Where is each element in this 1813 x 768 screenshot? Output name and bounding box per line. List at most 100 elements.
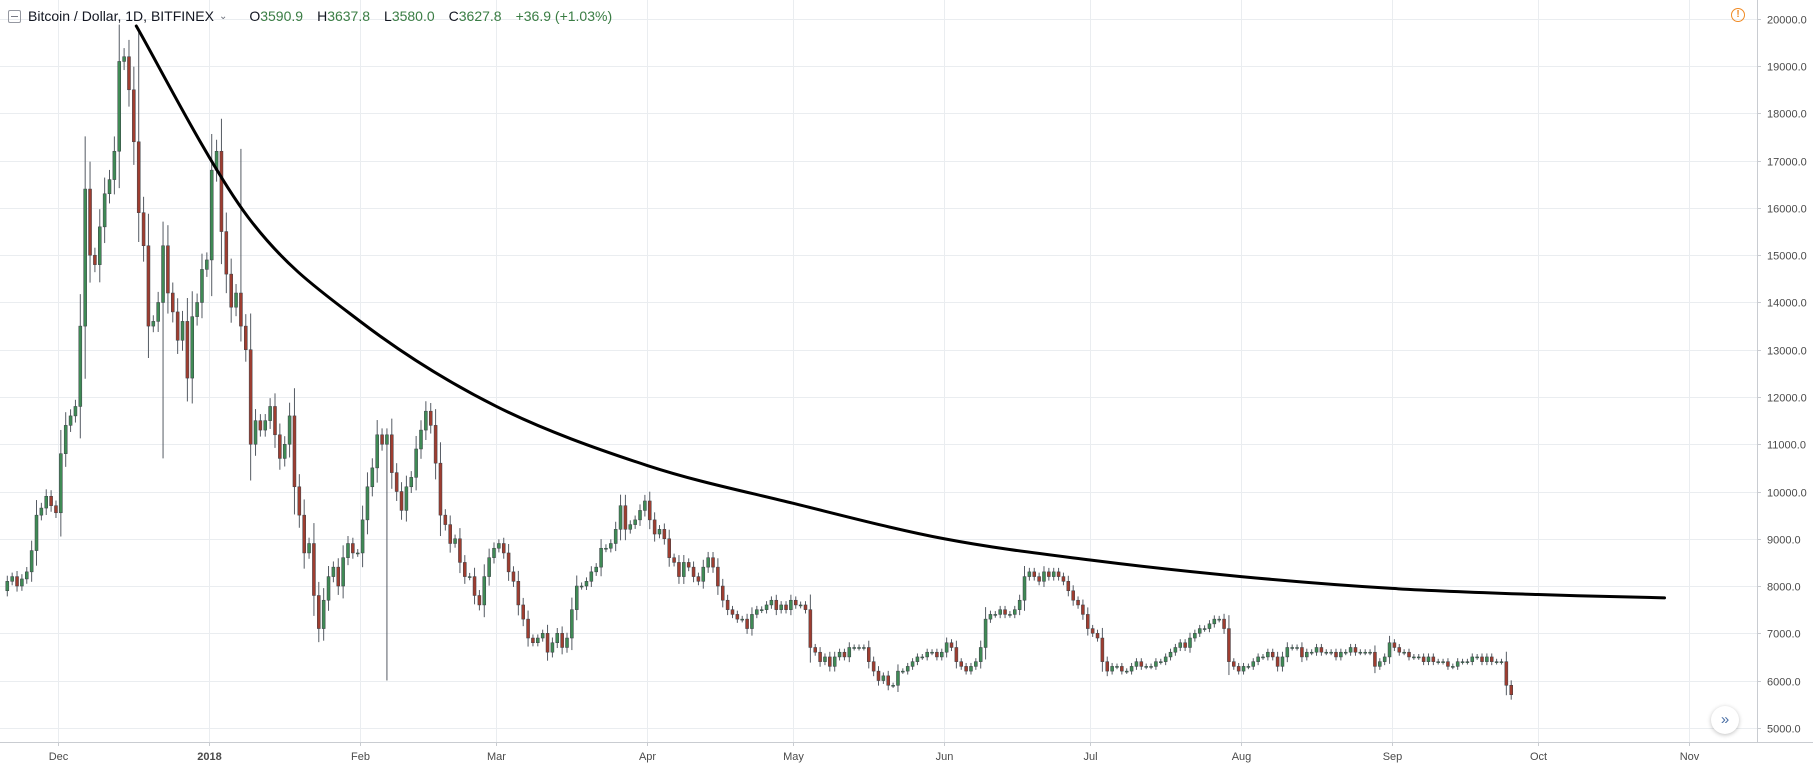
candle-body xyxy=(268,406,272,421)
price-tick-label: 17000.0 xyxy=(1767,157,1807,169)
candle xyxy=(925,648,929,661)
candle-body xyxy=(1285,647,1290,658)
candle xyxy=(1008,611,1012,618)
candle-body xyxy=(141,212,146,247)
candle xyxy=(1197,624,1202,637)
candle-body xyxy=(44,495,48,509)
candle xyxy=(5,575,10,597)
candle-body xyxy=(132,89,136,143)
candle xyxy=(273,393,277,448)
candle-body xyxy=(190,316,195,379)
candle xyxy=(1022,565,1027,611)
candle xyxy=(565,632,569,653)
candle xyxy=(531,634,535,647)
candle xyxy=(1154,658,1158,670)
candle xyxy=(998,605,1002,619)
candle-body xyxy=(1300,647,1304,658)
candle-body xyxy=(93,254,97,265)
candle-body xyxy=(1188,637,1192,648)
candle-body xyxy=(915,656,920,662)
candle xyxy=(317,581,321,643)
candle-body xyxy=(623,505,628,530)
candle xyxy=(555,628,560,649)
candle-body xyxy=(258,420,263,431)
candle xyxy=(59,429,63,537)
candle xyxy=(1421,653,1426,666)
candle-body xyxy=(764,604,769,610)
candle xyxy=(287,402,292,458)
candle xyxy=(1499,658,1504,665)
candle xyxy=(1275,651,1280,672)
chevron-down-icon[interactable]: ⌄ xyxy=(218,10,228,22)
candle xyxy=(1178,639,1183,652)
candle xyxy=(44,489,48,515)
candle-body xyxy=(823,656,827,662)
candle-body xyxy=(171,292,175,313)
candle xyxy=(1334,648,1338,661)
candle xyxy=(1402,649,1406,656)
candle-body xyxy=(1329,651,1333,654)
candle-body xyxy=(545,633,550,653)
candle-body xyxy=(1446,661,1450,667)
candle-body xyxy=(1261,656,1265,659)
candle-body xyxy=(944,642,949,653)
candle xyxy=(1032,567,1037,581)
candle xyxy=(1027,567,1032,581)
time-tick-label: Apr xyxy=(639,751,656,763)
double-chevron-right-icon[interactable]: » xyxy=(1711,706,1739,734)
candle-body xyxy=(1485,656,1489,662)
time-tick-label: Aug xyxy=(1232,751,1252,763)
candle xyxy=(39,502,44,521)
candle-body xyxy=(1061,576,1066,582)
candle-body xyxy=(667,538,671,558)
candle xyxy=(68,409,73,432)
candle xyxy=(297,474,302,528)
candle-body xyxy=(1207,623,1212,629)
candle xyxy=(1134,658,1139,670)
candle xyxy=(1090,624,1095,637)
candle xyxy=(832,651,837,672)
candle xyxy=(1071,585,1075,606)
candle xyxy=(1100,627,1105,672)
candle-body xyxy=(1480,656,1484,662)
candle xyxy=(983,607,988,660)
price-tick-label: 6000.0 xyxy=(1767,677,1801,689)
candle xyxy=(205,252,209,277)
candle xyxy=(1446,658,1450,670)
candle xyxy=(560,626,564,655)
candle xyxy=(969,662,973,675)
candle-body xyxy=(725,599,730,610)
candle-body xyxy=(1309,651,1314,654)
candle-body xyxy=(219,150,224,232)
candle xyxy=(696,572,701,586)
candle xyxy=(1051,567,1056,581)
candle xyxy=(321,588,326,641)
candle-body xyxy=(1120,666,1124,672)
candle-body xyxy=(1489,656,1494,662)
candle xyxy=(1251,658,1256,670)
candle-body xyxy=(599,547,603,568)
exclamation-circle-icon[interactable]: ! xyxy=(1731,8,1745,22)
candle xyxy=(278,423,282,470)
candle xyxy=(949,639,954,652)
candle-body xyxy=(438,462,443,516)
candle xyxy=(813,643,817,656)
candle-body xyxy=(1378,661,1382,667)
candle-body xyxy=(901,670,905,673)
symbol-title[interactable]: Bitcoin / Dollar, 1D, BITFINEX xyxy=(28,8,214,24)
candle-body xyxy=(613,529,618,544)
candle xyxy=(1407,648,1411,661)
candle xyxy=(755,605,759,619)
candle xyxy=(574,575,579,621)
candle xyxy=(258,414,263,437)
candle-body xyxy=(1402,651,1406,654)
candle xyxy=(263,414,268,437)
candle xyxy=(234,284,238,317)
candle xyxy=(1139,658,1144,670)
minus-square-icon[interactable] xyxy=(8,9,21,23)
candle xyxy=(1387,635,1392,664)
candle-body xyxy=(1455,661,1460,667)
candle xyxy=(370,458,375,497)
candle-body xyxy=(98,226,102,265)
